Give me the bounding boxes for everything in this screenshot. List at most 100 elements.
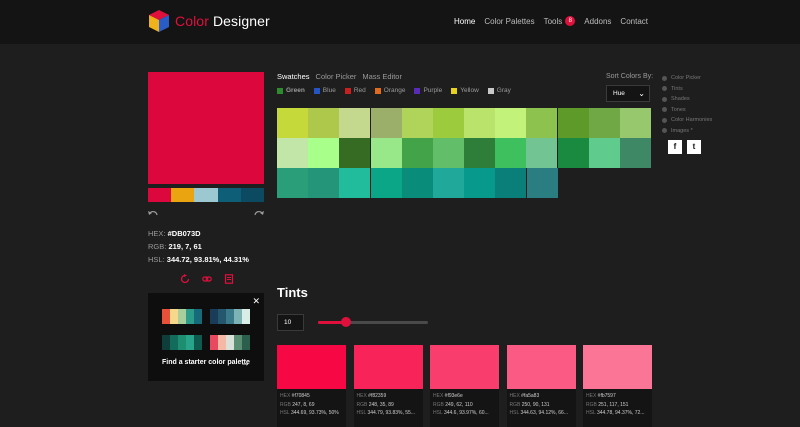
redo-icon[interactable] (254, 209, 264, 219)
swatch-cell[interactable] (370, 138, 402, 168)
brand-name[interactable]: Color Designer (175, 13, 270, 29)
tint-swatch[interactable] (506, 345, 576, 389)
swatch-cell[interactable] (308, 108, 340, 138)
tint-hsl-value[interactable]: 344.6, 93.97%, 60... (443, 410, 489, 416)
swatch-cell[interactable] (370, 108, 402, 138)
swatch-cell[interactable] (277, 108, 309, 138)
scheme-color-3[interactable] (194, 188, 218, 202)
tint-card[interactable]: HEX #f82359 RGB 248, 35, 89 HSL 344.79, 93… (353, 345, 423, 427)
scheme-color-2[interactable] (171, 188, 195, 202)
sort-select[interactable]: Hue ⌄ (606, 85, 650, 102)
tint-hex-value[interactable]: #fb7597 (597, 393, 616, 399)
swatch-cell[interactable] (432, 168, 465, 198)
swatch-cell[interactable] (464, 168, 496, 198)
starter-palette-3[interactable] (162, 335, 202, 350)
nav-home[interactable]: Home (454, 16, 476, 26)
tint-hex-value[interactable]: #f70845 (291, 393, 310, 399)
swatch-cell[interactable] (557, 138, 589, 168)
side-link-tones[interactable]: Tones (662, 105, 712, 116)
swatch-cell[interactable] (464, 138, 496, 168)
swatch-cell[interactable] (619, 138, 651, 168)
swatch-cell[interactable] (588, 138, 620, 168)
rgb-value[interactable]: 219, 7, 61 (168, 242, 202, 251)
tint-swatch[interactable] (277, 345, 346, 389)
swatch-cell[interactable] (277, 138, 309, 168)
swatch-cell[interactable] (308, 138, 340, 168)
hue-filter-blue[interactable]: Blue (313, 87, 336, 94)
side-link-tints[interactable]: Tints (662, 84, 712, 95)
swatch-cell[interactable] (370, 168, 402, 198)
hsl-value[interactable]: 344.72, 93.81%, 44.31% (166, 255, 249, 264)
swatch-cell[interactable] (495, 108, 527, 138)
facebook-icon[interactable]: f (668, 140, 682, 154)
twitter-icon[interactable]: t (687, 140, 701, 154)
find-starter-palette-link[interactable]: Find a starter color palette (162, 359, 250, 366)
tint-rgb-value[interactable]: 250, 90, 131 (521, 401, 550, 408)
tint-slider-track[interactable] (318, 321, 428, 324)
arrow-right-icon[interactable]: → (240, 358, 250, 369)
starter-palette-4[interactable] (210, 335, 250, 350)
tint-rgb-value[interactable]: 248, 35, 89 (368, 401, 394, 408)
close-icon[interactable]: ✕ (252, 296, 260, 306)
tint-hex-value[interactable]: #f93e6e (444, 393, 463, 399)
link-icon[interactable] (202, 274, 212, 284)
tint-rgb-value[interactable]: 247, 8, 69 (292, 401, 315, 408)
tint-slider-handle[interactable] (340, 317, 351, 327)
tint-hex-value[interactable]: #f82359 (368, 393, 387, 399)
swatch-cell[interactable] (401, 138, 433, 168)
nav-contact[interactable]: Contact (620, 16, 648, 26)
swatch-cell[interactable] (526, 138, 558, 168)
cube-logo-icon[interactable] (148, 9, 170, 33)
current-color-swatch[interactable] (148, 72, 264, 184)
side-link-images[interactable]: Images * (662, 126, 712, 137)
nav-tools[interactable]: Tools 8 (544, 16, 576, 26)
swatch-cell[interactable] (401, 108, 433, 138)
swatch-cell[interactable] (401, 168, 433, 198)
tint-hsl-value[interactable]: 344.78, 94.37%, 72... (596, 410, 645, 416)
tint-hsl-value[interactable]: 344.79, 93.83%, 55... (367, 410, 415, 416)
tint-card[interactable]: HEX #fb7597 RGB 251, 117, 151 HSL 344.78, … (583, 345, 652, 427)
swatch-cell[interactable] (432, 108, 464, 138)
starter-palette-2[interactable] (210, 309, 250, 324)
swatch-cell[interactable] (557, 108, 589, 138)
tab-swatches[interactable]: Swatches (277, 72, 310, 81)
refresh-icon[interactable] (180, 274, 190, 284)
hex-value[interactable]: #DB073D (167, 229, 201, 238)
scheme-color-1[interactable] (148, 188, 172, 202)
tint-rgb-value[interactable]: 249, 62, 110 (445, 401, 473, 408)
tint-hsl-value[interactable]: 344.69, 93.73%, 50% (290, 410, 339, 416)
side-link-color-harmonies[interactable]: Color Harmonies (662, 115, 712, 126)
tint-steps-input[interactable]: 10 (277, 314, 304, 331)
hue-filter-green[interactable]: Green (277, 87, 305, 94)
nav-addons[interactable]: Addons (584, 16, 612, 26)
hue-filter-red[interactable]: Red (344, 87, 366, 94)
tab-mass-editor[interactable]: Mass Editor (362, 72, 402, 81)
swatch-cell[interactable] (339, 108, 371, 138)
tint-swatch[interactable] (353, 345, 423, 389)
swatch-cell[interactable] (308, 168, 340, 198)
side-link-color-picker[interactable]: Color Picker (662, 73, 712, 84)
side-link-shades[interactable]: Shades (662, 94, 712, 105)
swatch-cell[interactable] (526, 168, 558, 198)
scheme-color-5[interactable] (240, 188, 265, 202)
hue-filter-gray[interactable]: Gray (487, 87, 511, 94)
undo-icon[interactable] (148, 209, 158, 219)
swatch-cell[interactable] (588, 108, 620, 138)
starter-palette-1[interactable] (162, 309, 202, 324)
tint-card[interactable]: HEX #f93e6e RGB 249, 62, 110 HSL 344.6, 93… (430, 345, 499, 427)
swatch-cell[interactable] (432, 138, 464, 168)
tint-hex-value[interactable]: #fa5a83 (521, 393, 540, 399)
swatch-cell[interactable] (277, 168, 309, 198)
hue-filter-orange[interactable]: Orange (374, 87, 405, 94)
swatch-cell[interactable] (339, 138, 371, 168)
tint-swatch[interactable] (430, 345, 499, 389)
hue-filter-purple[interactable]: Purple (414, 87, 442, 94)
swatch-cell[interactable] (495, 168, 527, 198)
tint-rgb-value[interactable]: 251, 117, 151 (598, 401, 629, 408)
tint-card[interactable]: HEX #f70845 RGB 247, 8, 69 HSL 344.69, 93.… (277, 345, 346, 427)
swatch-cell[interactable] (619, 108, 651, 138)
document-icon[interactable] (224, 274, 234, 284)
swatch-cell[interactable] (464, 108, 496, 138)
nav-color-palettes[interactable]: Color Palettes (484, 16, 535, 26)
tint-card[interactable]: HEX #fa5a83 RGB 250, 90, 131 HSL 344.63, 9… (506, 345, 576, 427)
